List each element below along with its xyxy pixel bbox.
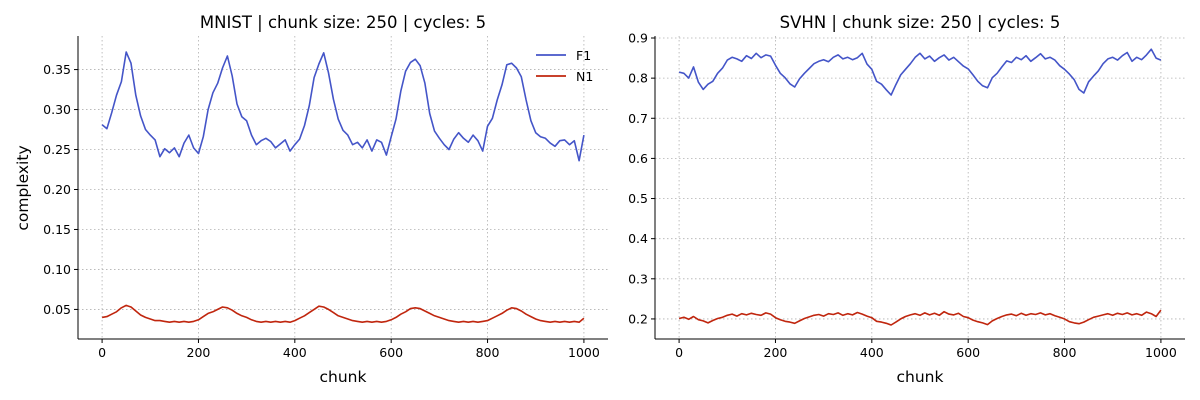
series-group-mnist (101, 51, 585, 323)
y-ticks-svhn: 0.2 0.3 0.4 0.5 0.6 0.7 0.8 0.9 (628, 31, 655, 326)
x-axis-label: chunk (897, 368, 944, 386)
axes-spines-mnist (77, 36, 608, 340)
chart-panel-svhn: 0 200 400 600 800 1000 0.20.30.40.50.60.70.80… (628, 13, 1185, 386)
y-tick-label: 0.20 (43, 182, 71, 197)
x-tick-label: 600 (379, 345, 403, 360)
x-tick-label: 1000 (1145, 345, 1177, 360)
y-tick-label: 0.30 (43, 102, 71, 117)
y-tick-label: 0.10 (43, 262, 71, 277)
series-group-svhn (678, 48, 1162, 326)
chart-title: MNIST | chunk size: 250 | cycles: 5 (200, 13, 486, 32)
x-tick-label: 200 (764, 345, 788, 360)
x-tick-label: 800 (476, 345, 500, 360)
series-line-f1-svhn (678, 48, 1162, 96)
series-line-n1-mnist (101, 304, 585, 323)
y-tick-label: 0.05 (43, 302, 71, 317)
series-line-n1-svhn (678, 309, 1162, 326)
y-tick-label: 0.2 (628, 311, 648, 326)
y-tick-label: 0.9 (628, 31, 648, 46)
x-tick-label: 600 (956, 345, 980, 360)
y-tick-label: 0.6 (628, 151, 648, 166)
y-tick-label: 0.3 (628, 271, 648, 286)
x-ticks-mnist: 0 200 400 600 800 1000 (98, 339, 600, 360)
y-tick-label: 0.8 (628, 71, 648, 86)
grid-mnist (78, 36, 608, 339)
x-tick-label: 200 (187, 345, 211, 360)
x-tick-label: 1000 (568, 345, 600, 360)
x-ticks-svhn: 0 200 400 600 800 1000 (675, 339, 1177, 360)
axes-spines-svhn (654, 36, 1185, 340)
grid-svhn (655, 36, 1185, 339)
x-tick-label: 800 (1053, 345, 1077, 360)
y-ticks-mnist: 0.05 0.10 0.15 0.20 0.25 0.30 0.35 (43, 62, 78, 317)
series-line-f1-mnist (101, 51, 585, 162)
chart-title: SVHN | chunk size: 250 | cycles: 5 (780, 13, 1061, 32)
y-tick-label: 0.25 (43, 142, 71, 157)
y-tick-label: 0.5 (628, 191, 648, 206)
legend: F1 N1 (536, 48, 593, 84)
chart-panel-mnist: 0 200 400 600 800 1000 0.050.100.150.200.250.… (14, 13, 608, 386)
y-tick-label: 0.7 (628, 111, 648, 126)
x-tick-label: 0 (675, 345, 683, 360)
y-axis-label: complexity (14, 145, 32, 230)
legend-label-f1: F1 (576, 48, 591, 63)
x-axis-label: chunk (320, 368, 367, 386)
y-tick-label: 0.35 (43, 62, 71, 77)
x-tick-label: 400 (860, 345, 884, 360)
x-tick-label: 0 (98, 345, 106, 360)
legend-label-n1: N1 (576, 69, 593, 84)
x-tick-label: 400 (283, 345, 307, 360)
y-tick-label: 0.4 (628, 231, 648, 246)
y-tick-label: 0.15 (43, 222, 71, 237)
